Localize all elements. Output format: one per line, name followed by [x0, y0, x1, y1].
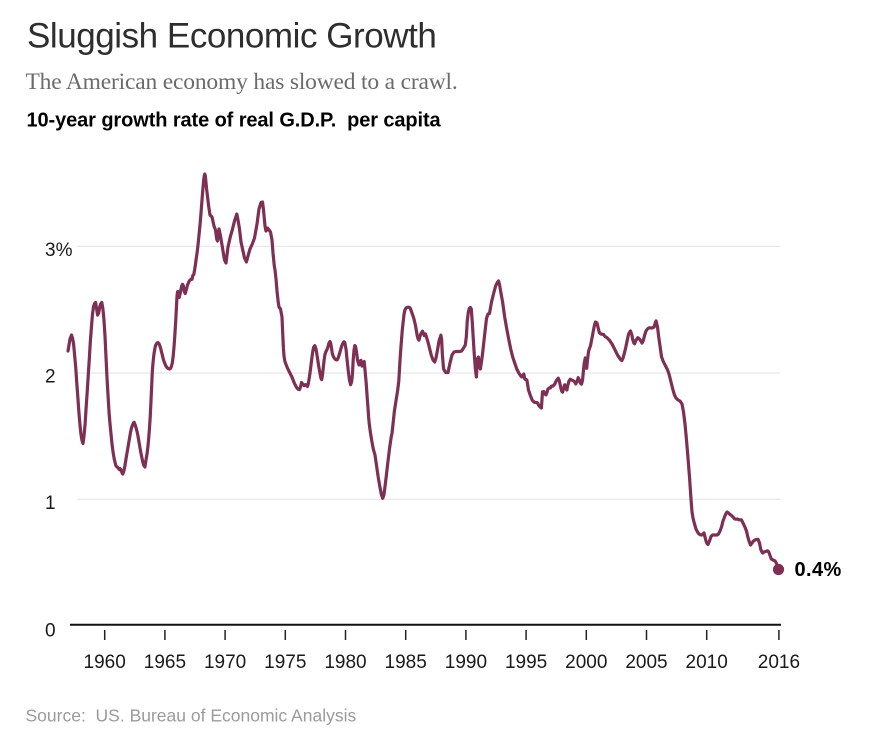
- svg-text:Source: US. Bureau of Economi: Source: US. Bureau of Economic Analysis: [26, 706, 357, 726]
- svg-text:1995: 1995: [505, 652, 547, 673]
- svg-text:Sluggish Economic Growth: Sluggish Economic Growth: [27, 17, 436, 56]
- svg-text:1975: 1975: [264, 652, 306, 673]
- svg-text:2010: 2010: [686, 652, 728, 673]
- svg-text:2: 2: [45, 367, 56, 388]
- svg-text:1960: 1960: [84, 652, 126, 673]
- svg-text:1990: 1990: [445, 652, 487, 673]
- svg-text:1970: 1970: [204, 652, 246, 673]
- svg-text:The American economy has slowe: The American economy has slowed to a cra…: [26, 69, 458, 95]
- svg-text:2005: 2005: [625, 652, 667, 673]
- svg-text:1980: 1980: [324, 652, 366, 673]
- svg-text:3%: 3%: [45, 240, 73, 261]
- svg-text:1: 1: [45, 493, 56, 514]
- svg-text:1965: 1965: [144, 652, 186, 673]
- svg-text:10-year growth rate of real G.: 10-year growth rate of real G.D.P. per c…: [27, 109, 442, 131]
- svg-text:1985: 1985: [385, 652, 427, 673]
- svg-text:0: 0: [45, 621, 56, 642]
- svg-text:2000: 2000: [565, 652, 607, 673]
- svg-text:2016: 2016: [758, 652, 800, 673]
- svg-text:0.4%: 0.4%: [795, 559, 842, 581]
